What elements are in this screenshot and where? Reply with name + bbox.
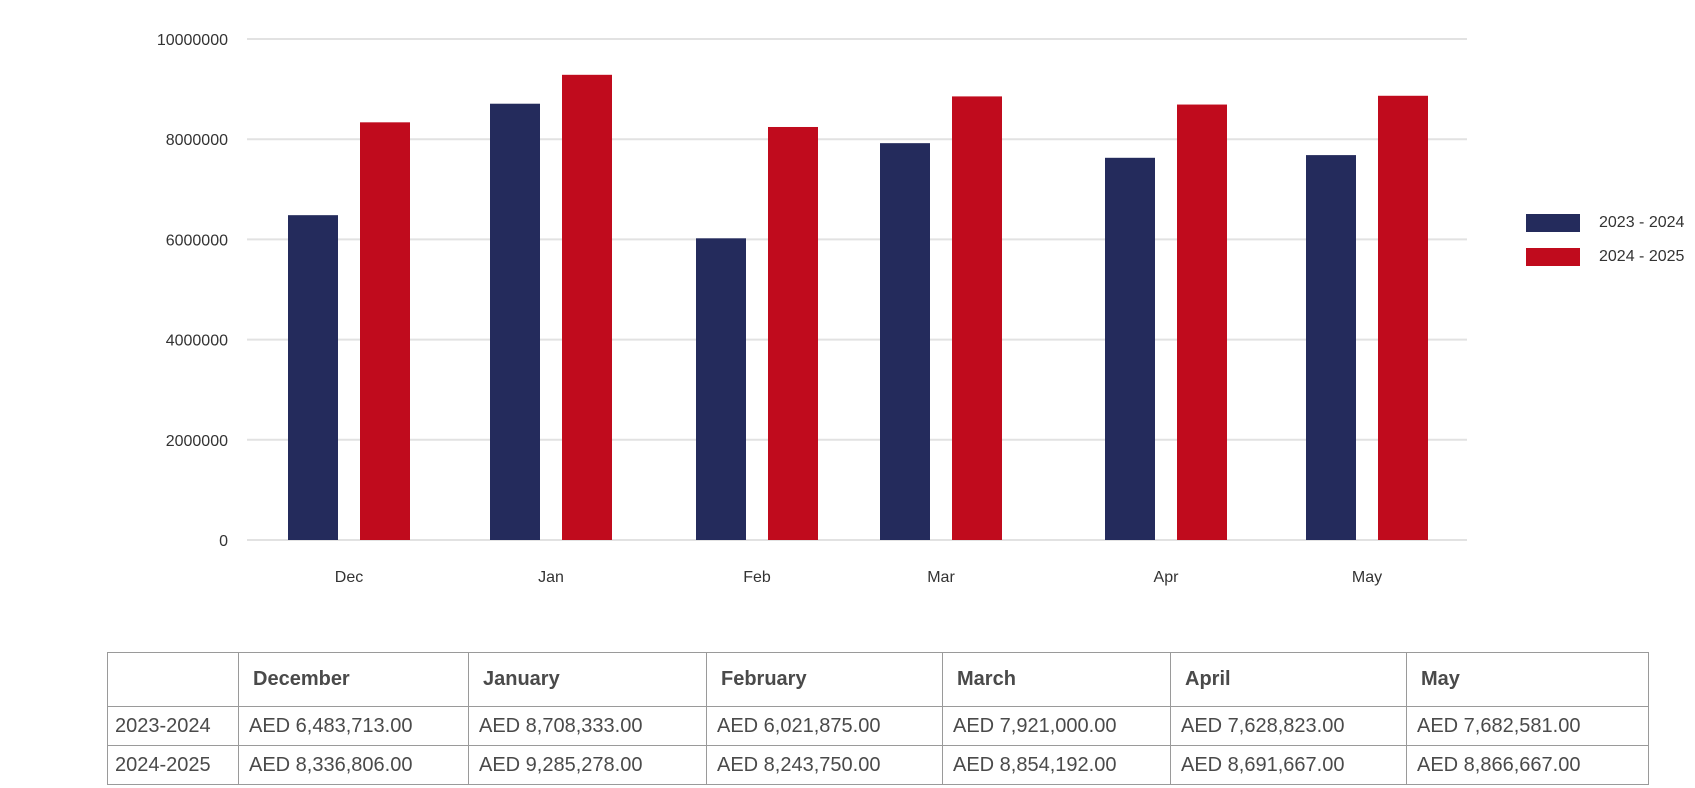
bar-series-1	[1306, 155, 1356, 540]
bar-series-2	[952, 96, 1002, 541]
table-cell: AED 6,483,713.00	[238, 706, 469, 746]
legend-label-series-1: 2023 - 2024	[1599, 214, 1685, 231]
table-cell: AED 6,021,875.00	[706, 706, 943, 746]
legend-item-series-2: 2024 - 2025	[1526, 248, 1684, 266]
table-row: 2024-2025 AED 8,336,806.00 AED 9,285,278…	[107, 745, 1649, 785]
y-tick-label: 10000000	[157, 32, 228, 49]
bar-series-1	[696, 238, 746, 540]
x-tick-label: Mar	[927, 569, 955, 586]
table-row-label: 2023-2024	[107, 706, 239, 746]
table-header-march: March	[942, 652, 1171, 707]
table-header-january: January	[468, 652, 707, 707]
bar-series-2	[562, 74, 612, 541]
table-cell: AED 7,921,000.00	[942, 706, 1171, 746]
table-cell: AED 8,708,333.00	[468, 706, 707, 746]
table-corner-cell	[107, 652, 239, 707]
data-table: December January February March April Ma…	[107, 652, 1649, 785]
bar-chart: 0 2000000 4000000 6000000 8000000 10000000 Dec…	[157, 32, 1467, 586]
y-tick-label: 4000000	[166, 333, 228, 350]
table-header-row: December January February March April Ma…	[107, 652, 1649, 707]
legend-swatch-series-1	[1526, 214, 1580, 232]
x-tick-label: Feb	[743, 569, 771, 586]
bar-series-2	[768, 126, 818, 540]
x-tick-label: Jan	[538, 569, 564, 586]
bar-series-1	[288, 215, 338, 540]
y-tick-label: 8000000	[166, 132, 228, 149]
table-header-april: April	[1170, 652, 1407, 707]
table-row: 2023-2024 AED 6,483,713.00 AED 8,708,333…	[107, 706, 1649, 746]
table-cell: AED 8,691,667.00	[1170, 745, 1407, 785]
table-cell: AED 8,866,667.00	[1406, 745, 1649, 785]
table-cell: AED 8,243,750.00	[706, 745, 943, 785]
bar-series-1	[1105, 157, 1155, 541]
bar-series-2	[1177, 104, 1227, 540]
table-cell: AED 8,854,192.00	[942, 745, 1171, 785]
chart-legend: 2023 - 2024 2024 - 2025	[1526, 214, 1684, 282]
legend-label-series-2: 2024 - 2025	[1599, 248, 1685, 265]
x-tick-label: Apr	[1154, 569, 1180, 586]
table-row-label: 2024-2025	[107, 745, 239, 785]
bar-series-1	[880, 143, 930, 540]
bar-series-2	[360, 122, 410, 540]
y-tick-label: 6000000	[166, 232, 228, 249]
legend-swatch-series-2	[1526, 248, 1580, 266]
table-header-december: December	[238, 652, 469, 707]
x-tick-label: Dec	[335, 569, 363, 586]
bar-series-1	[490, 103, 540, 540]
bar-series-2	[1378, 95, 1428, 541]
legend-item-series-1: 2023 - 2024	[1526, 214, 1684, 232]
table-cell: AED 7,682,581.00	[1406, 706, 1649, 746]
y-tick-label: 2000000	[166, 433, 228, 450]
table-header-february: February	[706, 652, 943, 707]
table-header-may: May	[1406, 652, 1649, 707]
y-tick-label: 0	[219, 533, 228, 550]
table-cell: AED 7,628,823.00	[1170, 706, 1407, 746]
x-tick-label: May	[1352, 569, 1382, 586]
chart-svg: 0 2000000 4000000 6000000 8000000 10000000 Dec…	[157, 32, 1467, 586]
table-cell: AED 8,336,806.00	[238, 745, 469, 785]
table-cell: AED 9,285,278.00	[468, 745, 707, 785]
